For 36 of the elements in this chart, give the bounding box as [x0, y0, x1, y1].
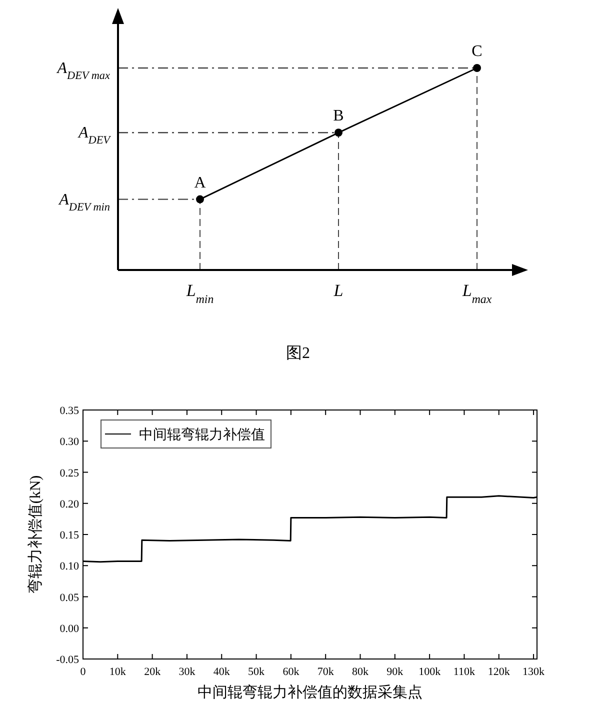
y-tick-label: 0.15 [60, 530, 80, 542]
x-tick-label: 70k [317, 666, 334, 678]
x-tick-label: 0 [80, 666, 86, 678]
x-tick-label: L [332, 281, 344, 300]
y-tick-label: 0.00 [60, 622, 80, 635]
x-tick-label: 130k [522, 666, 546, 678]
ref-line-label: A$_{DEV max}$ [56, 60, 110, 82]
annotation: B [333, 108, 344, 125]
x-tick-label: 40k [213, 666, 230, 678]
y-tick-label: 0.25 [60, 467, 80, 480]
ref-line-label: A$_{DEV min}$ [58, 191, 110, 214]
x-tick-label: L$_{max}$ [461, 281, 492, 306]
x-axis-title: 中间辊弯辊力补偿值的数据采集点 [198, 684, 422, 701]
x-tick-label: 100k [418, 666, 442, 678]
legend-label: 中间辊弯辊力补偿值 [139, 427, 265, 443]
x-tick-label: 120k [488, 666, 510, 678]
x-tick-label: 110k [453, 666, 476, 678]
x-tick-label: 80k [352, 666, 369, 678]
x-tick-label: 90k [386, 666, 404, 678]
ref-line-label: A$_{DEV}$ [77, 124, 112, 147]
x-tick-label: 50k [248, 666, 266, 678]
y-tick-label: -0.05 [56, 654, 80, 666]
x-tick-label: 10k [109, 666, 126, 678]
y-tick-label: 0.10 [60, 560, 80, 573]
x-tick-label: L$_{min}$ [185, 281, 214, 306]
x-tick-label: 60k [282, 666, 300, 678]
annotation: C [472, 43, 482, 60]
y-tick-label: 0.30 [60, 436, 80, 448]
x-tick-label: 30k [178, 666, 196, 678]
y-tick-label: 0.20 [60, 498, 80, 510]
y-axis-title: 弯辊力补偿值(kN) [27, 475, 44, 594]
caption: 图2 [286, 345, 310, 362]
annotation: A [194, 174, 206, 192]
x-tick-label: 20k [144, 666, 162, 678]
y-tick-label: 0.35 [60, 405, 80, 417]
y-tick-label: 0.05 [60, 592, 80, 604]
